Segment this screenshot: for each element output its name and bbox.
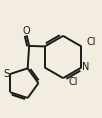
Text: S: S bbox=[3, 69, 10, 79]
Text: Cl: Cl bbox=[68, 77, 78, 87]
Text: Cl: Cl bbox=[87, 37, 96, 47]
Text: O: O bbox=[22, 26, 30, 36]
Text: N: N bbox=[82, 62, 89, 72]
